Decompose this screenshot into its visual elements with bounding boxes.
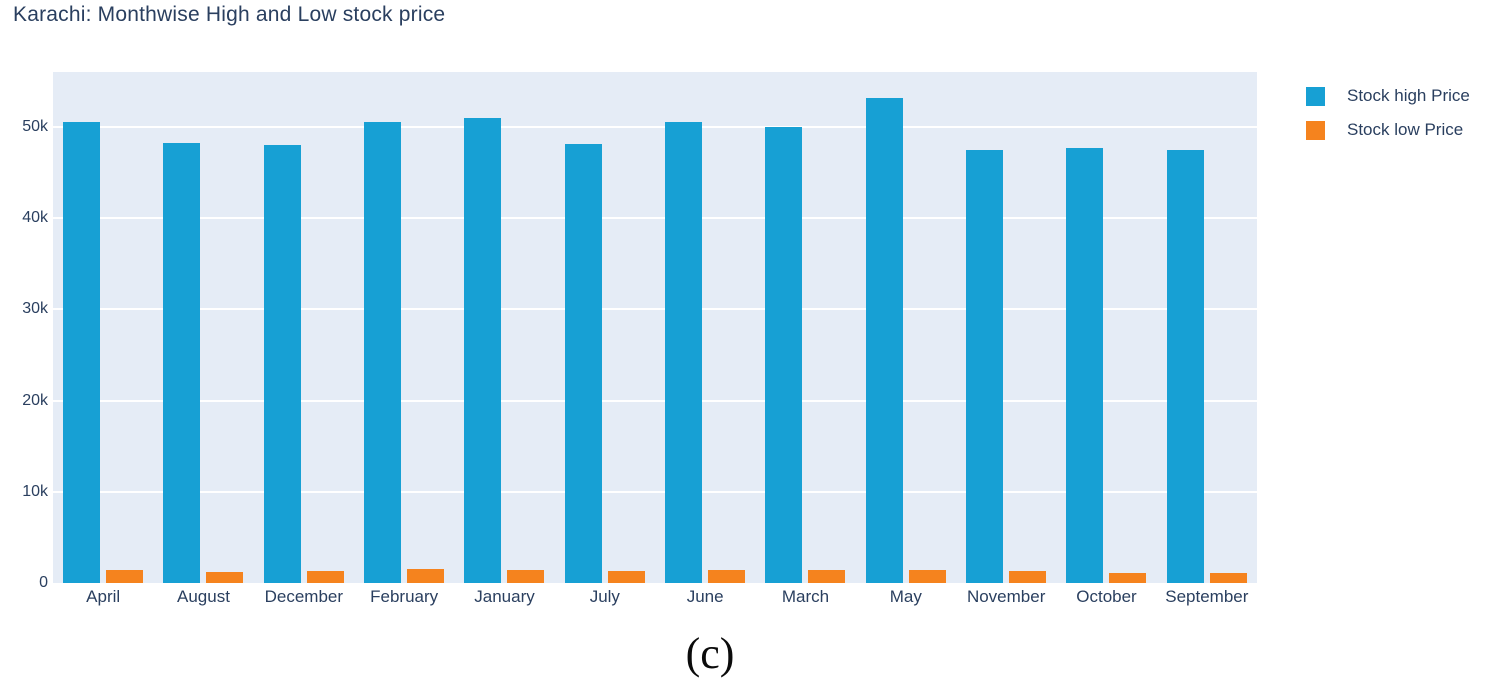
legend-label: Stock high Price (1347, 86, 1470, 105)
chart-title: Karachi: Monthwise High and Low stock pr… (13, 3, 446, 26)
x-tick-label-november: November (966, 587, 1046, 606)
bar-group-march (755, 72, 855, 583)
bar-low-november (1009, 571, 1047, 583)
y-tick-label-20k: 20k (22, 391, 48, 409)
figure-caption: (c) (685, 629, 735, 678)
bar-high-january (464, 117, 502, 583)
x-axis: April August December February January July Ju… (53, 587, 1257, 611)
bar-group-june (655, 72, 755, 583)
legend: Stock high Price Stock low Price (1306, 86, 1470, 140)
bar-group-february (354, 72, 454, 583)
x-tick-label-october: October (1076, 587, 1137, 606)
bar-high-march (765, 126, 803, 583)
bar-low-august (206, 571, 244, 583)
x-tick-label-march: March (781, 587, 830, 606)
y-tick-label-10k: 10k (22, 482, 48, 500)
bar-high-may (865, 97, 903, 583)
x-tick-label-july: July (589, 587, 620, 606)
bar-high-july (564, 144, 602, 583)
bar-group-may (856, 72, 956, 583)
bar-high-september (1166, 149, 1204, 583)
gridline-50k (53, 125, 1257, 128)
legend-item-stock-high: Stock high Price (1306, 86, 1470, 106)
bar-group-january (454, 72, 554, 583)
bar-high-april (63, 122, 101, 583)
gridline-20k (53, 399, 1257, 402)
bar-high-february (364, 122, 402, 583)
bar-group-august (153, 72, 253, 583)
x-tick-label-february: February (370, 587, 439, 606)
gridline-40k (53, 217, 1257, 219)
bar-low-june (708, 569, 746, 583)
bar-low-october (1109, 572, 1147, 583)
gridline-10k (53, 490, 1257, 493)
y-tick-label-0: 0 (39, 574, 48, 591)
bar-low-december (306, 571, 344, 583)
bar-high-june (665, 122, 703, 583)
bar-group-july (555, 72, 655, 583)
bar-high-december (263, 145, 301, 583)
bar-low-january (507, 569, 545, 583)
bar-high-october (1066, 147, 1104, 583)
x-tick-label-january: January (474, 587, 535, 606)
y-tick-label-30k: 30k (22, 300, 48, 318)
x-tick-label-september: September (1165, 587, 1249, 606)
bar-low-july (607, 571, 645, 583)
x-tick-label-december: December (264, 587, 344, 606)
bar-high-august (163, 143, 201, 583)
y-axis: 0 10k 20k 30k 40k 50k (0, 72, 48, 591)
bar-group-april (53, 72, 153, 583)
x-tick-label-april: April (86, 587, 121, 606)
bar-high-november (966, 149, 1004, 583)
bar-low-march (808, 570, 846, 583)
gridline-30k (53, 308, 1257, 311)
y-tick-label-50k: 50k (22, 117, 48, 135)
bar-group-september (1157, 72, 1257, 583)
y-tick-label-40k: 40k (22, 209, 48, 226)
legend-item-stock-low: Stock low Price (1306, 120, 1470, 140)
x-tick-label-august: August (177, 587, 230, 606)
plot-area (53, 72, 1257, 583)
bar-group-december (254, 72, 354, 583)
bar-low-february (407, 568, 445, 583)
bar-low-april (106, 569, 144, 583)
legend-label: Stock low Price (1347, 120, 1464, 139)
bar-low-may (908, 570, 946, 583)
stock-low-swatch-icon (1306, 120, 1325, 140)
x-tick-label-may: May (889, 587, 922, 606)
bar-group-november (956, 72, 1056, 583)
bar-low-september (1209, 573, 1247, 583)
bar-group-october (1056, 72, 1156, 583)
stock-high-swatch-icon (1306, 86, 1325, 106)
x-tick-label-june: June (686, 587, 724, 606)
